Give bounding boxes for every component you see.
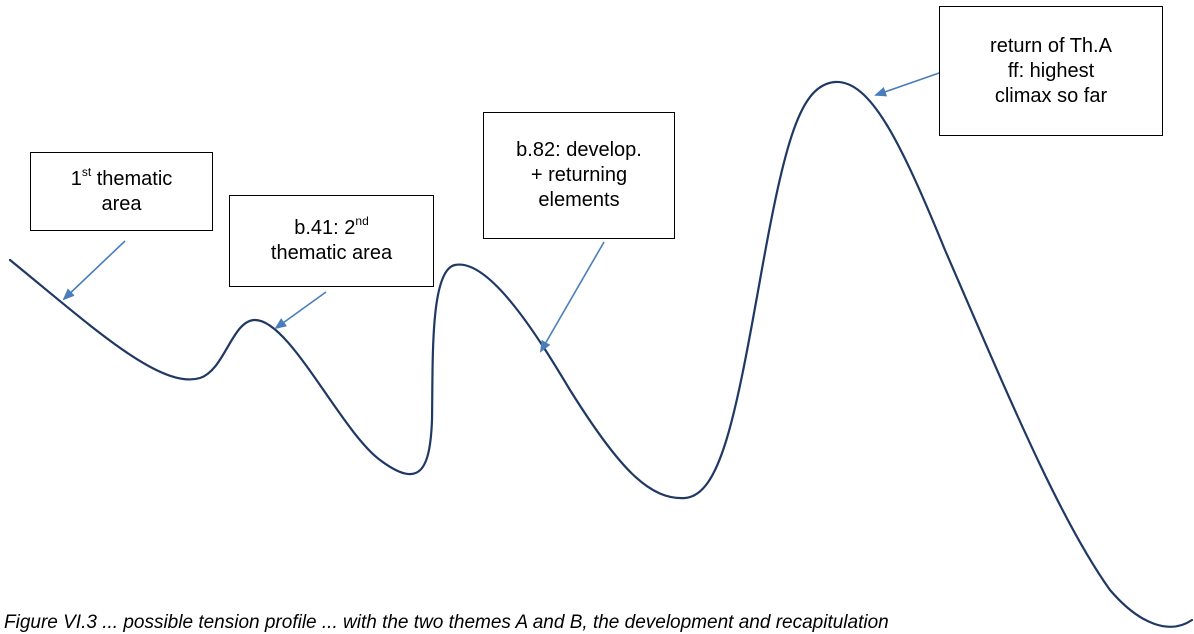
arrow-first-area [62, 240, 126, 301]
label-return-of-theme-a: return of Th.A ff: highest climax so far [939, 6, 1163, 136]
label-first-thematic-area: 1st thematic area [30, 152, 213, 231]
label-second-line-2: thematic area [270, 242, 393, 264]
arrow-return-tha [874, 71, 943, 97]
label-first-word: thematic [91, 167, 173, 190]
label-return-line-2: ff: highest [1007, 59, 1095, 82]
arrow-second-area [274, 291, 327, 330]
label-development-line-3: elements [538, 189, 620, 211]
tension-curve [8, 80, 1194, 628]
label-development-line-2: + returning [530, 164, 628, 186]
label-second-bar: b.41: 2 [294, 217, 356, 239]
label-development-line-1: b.82: develop. [516, 139, 642, 161]
label-return-line-3: climax so far [994, 84, 1108, 107]
label-first-ordinal: 1 [70, 167, 82, 190]
figure-caption: Figure VI.3 ... possible tension profile… [4, 612, 889, 633]
label-second-thematic-area: b.41: 2nd thematic area [229, 195, 434, 287]
label-first-ordinal-suffix: st [81, 164, 92, 179]
label-first-line-2: area [101, 192, 142, 215]
arrow-develop [539, 241, 605, 353]
label-second-ordinal-suffix: nd [355, 214, 369, 229]
label-development: b.82: develop. + returning elements [483, 112, 675, 239]
label-return-line-1: return of Th.A [990, 34, 1112, 57]
